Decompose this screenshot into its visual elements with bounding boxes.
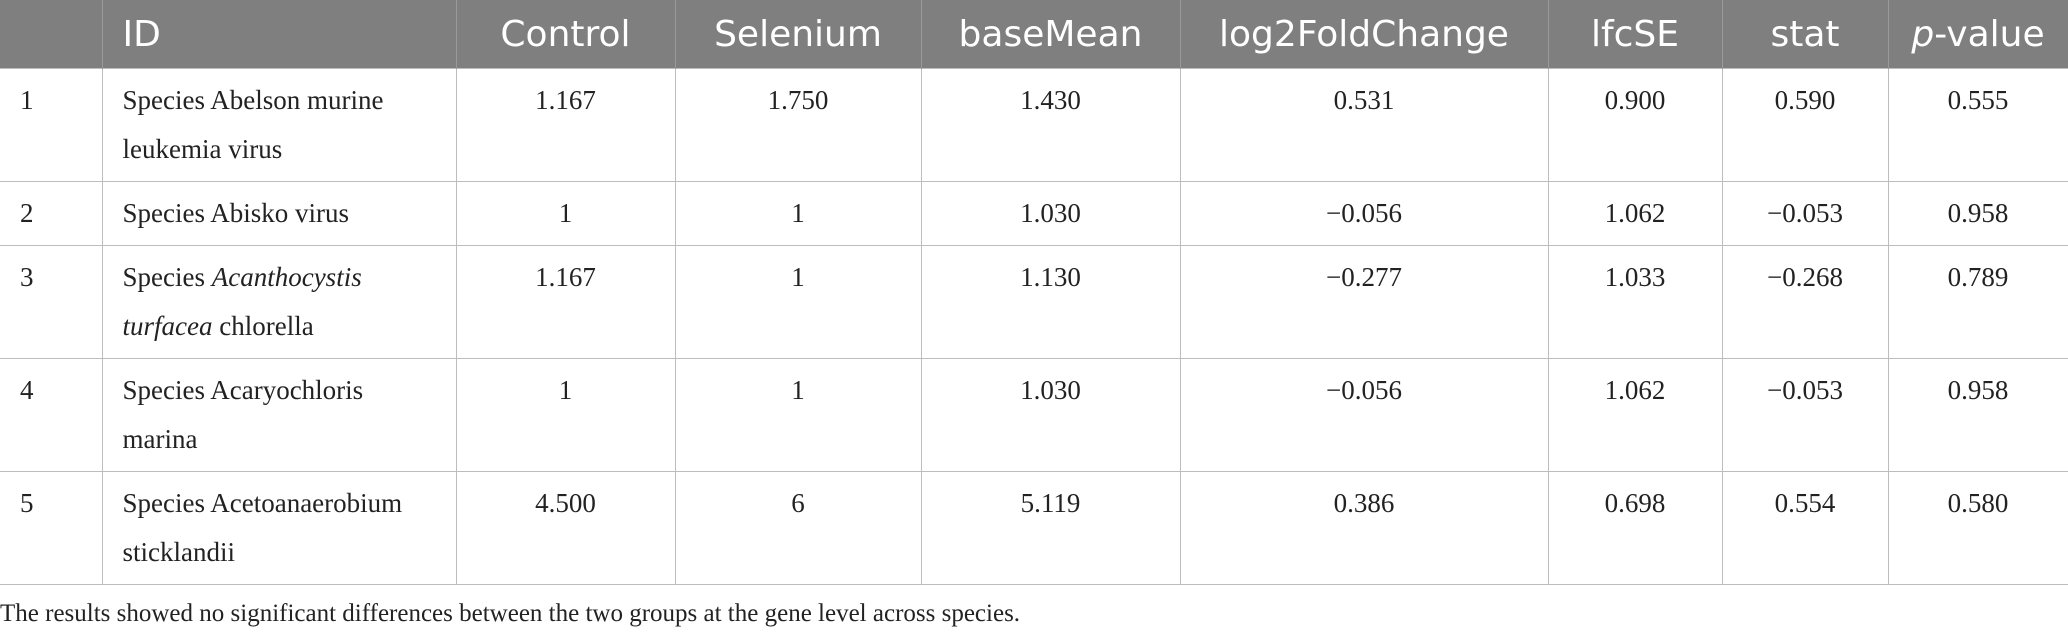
log2foldchange-value: 0.531 [1179,68,1549,182]
table-footnote: The results showed no significant differ… [0,600,1021,627]
selenium-value: 6 [674,471,922,585]
stat-value: −0.053 [1721,358,1889,472]
log2foldchange-value: −0.277 [1179,245,1549,359]
basemean-value: 1.030 [920,358,1181,472]
lfcse-value: 0.900 [1547,68,1723,182]
header-selenium: Selenium [674,0,922,69]
header-log2foldchange: log2FoldChange [1179,0,1549,69]
stat-value: 0.590 [1721,68,1889,182]
lfcse-value: 0.698 [1547,471,1723,585]
selenium-value: 1 [674,181,922,246]
basemean-value: 1.030 [920,181,1181,246]
row-number: 4 [0,358,103,472]
species-name-suffix: chlorella [212,311,314,341]
table-row: 2 Species Abisko virus 1 1 1.030 −0.056 … [0,181,2068,246]
lfcse-value: 1.033 [1547,245,1723,359]
selenium-value: 1 [674,358,922,472]
stat-value: 0.554 [1721,471,1889,585]
table-row: 1 Species Abelson murine leukemia virus … [0,68,2068,182]
pvalue-value: 0.555 [1887,68,2068,182]
control-value: 1 [455,181,676,246]
pvalue-value: 0.958 [1887,358,2068,472]
basemean-value: 1.430 [920,68,1181,182]
row-number: 3 [0,245,103,359]
header-basemean: baseMean [920,0,1181,69]
results-table: ID Control Selenium baseMean log2FoldCha… [0,0,2068,585]
stat-value: −0.053 [1721,181,1889,246]
header-pvalue-italic: p [1911,13,1935,55]
table-row: 4 Species Acaryochloris marina 1 1 1.030… [0,358,2068,472]
control-value: 1.167 [455,245,676,359]
control-value: 4.500 [455,471,676,585]
header-id: ID [101,0,457,69]
log2foldchange-value: 0.386 [1179,471,1549,585]
table-container: ID Control Selenium baseMean log2FoldCha… [0,0,2068,585]
species-name: Species Acaryochloris marina [122,375,364,454]
row-number: 5 [0,471,103,585]
header-num [0,0,103,69]
species-name: Species Acetoanaerobium sticklandii [122,488,403,567]
species-name: Species [122,262,212,292]
row-number: 2 [0,181,103,246]
species-name: Species Abelson murine leukemia virus [122,85,384,164]
table-row: 3 Species Acanthocystis turfacea chlorel… [0,245,2068,359]
stat-value: −0.268 [1721,245,1889,359]
pvalue-value: 0.789 [1887,245,2068,359]
table-row: 5 Species Acetoanaerobium sticklandii 4.… [0,471,2068,585]
header-control: Control [455,0,676,69]
basemean-value: 1.130 [920,245,1181,359]
lfcse-value: 1.062 [1547,358,1723,472]
species-id: Species Abisko virus [101,181,457,246]
basemean-value: 5.119 [920,471,1181,585]
control-value: 1 [455,358,676,472]
species-id: Species Abelson murine leukemia virus [101,68,457,182]
species-name-italic: Acanthocystis turfacea [122,262,362,341]
row-number: 1 [0,68,103,182]
header-pvalue-rest: -value [1934,13,2045,55]
species-id: Species Acanthocystis turfacea chlorella [101,245,457,359]
species-id: Species Acaryochloris marina [101,358,457,472]
pvalue-value: 0.580 [1887,471,2068,585]
selenium-value: 1.750 [674,68,922,182]
log2foldchange-value: −0.056 [1179,358,1549,472]
pvalue-value: 0.958 [1887,181,2068,246]
log2foldchange-value: −0.056 [1179,181,1549,246]
species-id: Species Acetoanaerobium sticklandii [101,471,457,585]
header-stat: stat [1721,0,1889,69]
species-name: Species Abisko virus [122,198,350,228]
header-pvalue: p-value [1887,0,2068,69]
lfcse-value: 1.062 [1547,181,1723,246]
control-value: 1.167 [455,68,676,182]
table-header-row: ID Control Selenium baseMean log2FoldCha… [0,0,2068,69]
selenium-value: 1 [674,245,922,359]
header-lfcse: lfcSE [1547,0,1723,69]
